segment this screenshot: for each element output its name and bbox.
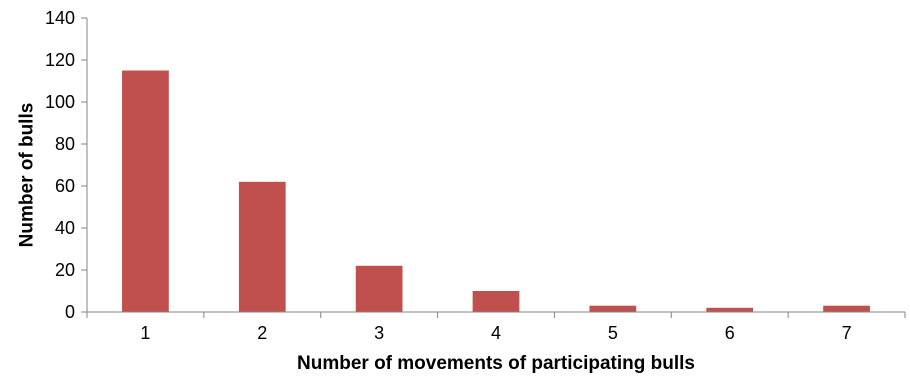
x-ticks-group: 1 2 3 4 5 6 7 [86, 312, 906, 343]
y-tick-label: 0 [65, 302, 75, 322]
x-tick-label: 6 [725, 323, 735, 343]
bar-7 [823, 305, 870, 312]
x-tick-label: 1 [140, 323, 150, 343]
x-tick-label: 2 [257, 323, 267, 343]
bar-6 [706, 307, 754, 312]
axes-group [86, 18, 905, 313]
y-axis-title: Number of bulls [17, 103, 38, 248]
y-ticks-group: 0 20 40 60 80 100 120 140 [45, 8, 87, 322]
bar-1 [122, 70, 169, 312]
x-tick-label: 3 [374, 323, 384, 343]
y-tick-label: 40 [55, 218, 75, 238]
bars-group [122, 70, 870, 312]
x-axis-title: Number of movements of participating bul… [297, 353, 695, 374]
bar-5 [589, 305, 637, 312]
x-tick-label: 4 [491, 323, 501, 343]
y-tick-label: 20 [55, 260, 75, 280]
bar-4 [472, 291, 520, 312]
y-tick-label: 60 [55, 176, 75, 196]
x-tick-label: 7 [842, 323, 852, 343]
y-tick-label: 140 [45, 8, 75, 28]
y-tick-label: 120 [45, 50, 75, 70]
bar-2 [238, 181, 286, 312]
x-tick-label: 5 [608, 323, 618, 343]
y-tick-label: 100 [45, 92, 75, 112]
bar-3 [355, 265, 403, 312]
y-tick-label: 80 [55, 134, 75, 154]
